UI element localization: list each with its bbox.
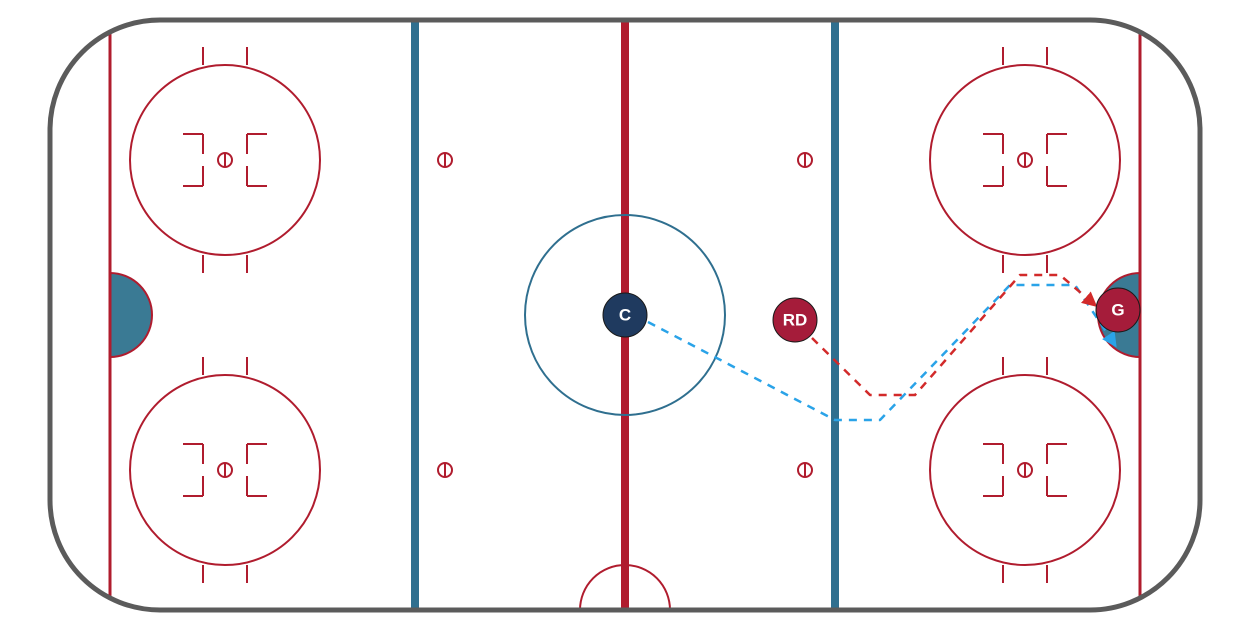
player-c: C [603,293,647,337]
player-rd: RD [773,298,817,342]
player-label-rd: RD [783,311,808,330]
player-label-g: G [1111,301,1124,320]
player-g: G [1096,288,1140,332]
player-label-c: C [619,306,631,325]
